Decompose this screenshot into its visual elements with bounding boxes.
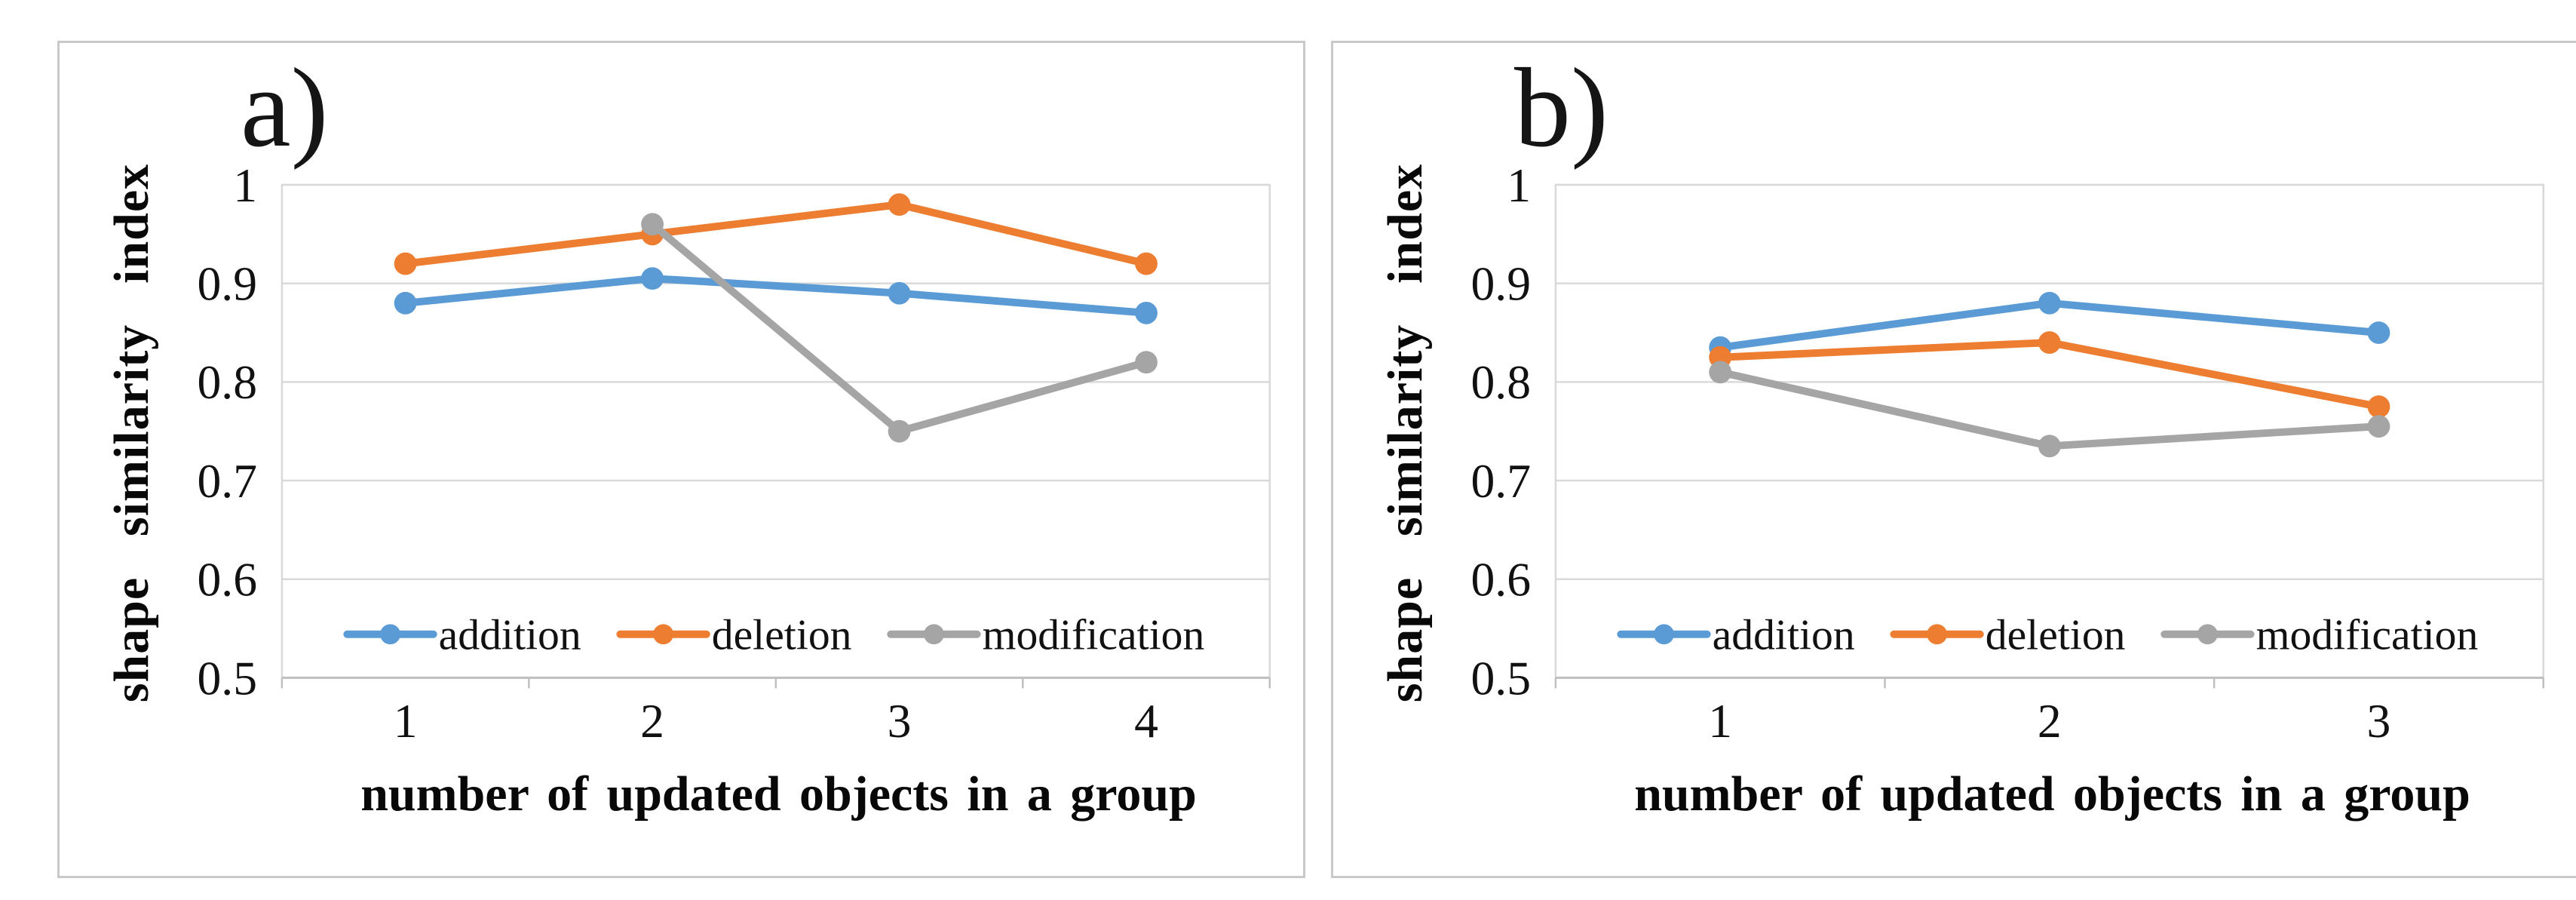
data-point-addition	[1135, 301, 1158, 324]
legend-label-modification: modification	[2256, 612, 2479, 659]
legend: addition deletion modification	[343, 612, 1205, 659]
y-axis-title-a: shape similarity index	[104, 163, 159, 703]
data-point-modification	[2038, 435, 2061, 458]
legend-marker-dot-modification	[2197, 624, 2218, 645]
x-axis-title-b: number of updated objects in a group	[1634, 766, 2470, 822]
legend-label-modification: modification	[983, 612, 1205, 659]
data-point-modification	[1135, 351, 1158, 374]
data-point-deletion	[888, 193, 911, 217]
data-point-addition	[2038, 291, 2061, 315]
data-point-deletion	[394, 252, 417, 275]
data-point-modification	[2367, 415, 2390, 438]
y-axis-title-b: shape similarity index	[1378, 163, 1433, 703]
legend-label-deletion: deletion	[712, 612, 852, 659]
data-point-addition	[888, 281, 911, 305]
panel-b-label: b)	[1514, 45, 1608, 170]
y-tick-label: 0.6	[197, 553, 257, 607]
data-point-deletion	[1135, 252, 1158, 275]
y-tick-label: 0.7	[1470, 454, 1531, 508]
legend-label-deletion: deletion	[1986, 612, 2126, 659]
legend-marker-dot-addition	[380, 624, 400, 645]
plot-border	[1554, 183, 2545, 679]
x-tick-label: 3	[888, 694, 912, 748]
y-tick-label: 0.5	[1470, 651, 1531, 705]
data-point-addition	[394, 291, 417, 315]
x-axis-title-a: number of updated objects in a group	[360, 766, 1197, 822]
x-tick-label: 1	[394, 694, 418, 748]
x-tick-label: 3	[2367, 694, 2391, 748]
y-tick-label: 0.8	[197, 355, 257, 409]
chart-panel-b: 1 0.9 0.8 0.7 0.6 0.5 1 2 3 addition deletion modif…	[1331, 41, 2576, 878]
x-tick-label: 1	[1708, 694, 1732, 748]
y-tick-label: 0.6	[1470, 553, 1531, 607]
series-line-modification	[649, 220, 1151, 435]
data-point-modification	[888, 419, 911, 443]
y-tick-label: 1	[1507, 158, 1531, 212]
legend-marker-dot-modification	[924, 624, 944, 645]
data-point-modification	[1709, 361, 1732, 384]
legend-label-addition: addition	[439, 612, 581, 659]
chart-b-canvas: 1 0.9 0.8 0.7 0.6 0.5 1 2 3 addition deletion modif…	[1470, 158, 2545, 748]
data-point-modification	[641, 213, 664, 236]
data-point-deletion	[2367, 395, 2390, 418]
legend-marker-dot-deletion	[653, 624, 674, 645]
x-tick-label: 2	[640, 694, 664, 748]
y-tick-label: 1	[233, 158, 257, 212]
data-point-addition	[2367, 321, 2390, 344]
legend-marker-dot-addition	[1654, 624, 1674, 645]
legend-marker-dot-deletion	[1927, 624, 1948, 645]
y-tick-label: 0.5	[197, 651, 257, 705]
chart-a-canvas: 1 0.9 0.8 0.7 0.6 0.5 1 2 3 4 addition deletion modi…	[197, 158, 1271, 748]
y-tick-label: 0.8	[1470, 355, 1531, 409]
y-tick-label: 0.9	[1470, 257, 1531, 311]
data-point-addition	[641, 267, 664, 290]
y-tick-label: 0.7	[197, 454, 257, 508]
legend-label-addition: addition	[1713, 612, 1855, 659]
x-tick-label: 4	[1134, 694, 1158, 748]
data-point-deletion	[2038, 331, 2061, 355]
y-tick-label: 0.9	[197, 257, 257, 311]
series-line-deletion	[401, 201, 1151, 268]
chart-panel-a: 1 0.9 0.8 0.7 0.6 0.5 1 2 3 4 addition deletion modi…	[57, 41, 1305, 878]
panel-a-label: a)	[241, 45, 329, 170]
legend: addition deletion modification	[1617, 612, 2479, 659]
x-tick-label: 2	[2038, 694, 2062, 748]
series-line-addition	[401, 275, 1151, 317]
